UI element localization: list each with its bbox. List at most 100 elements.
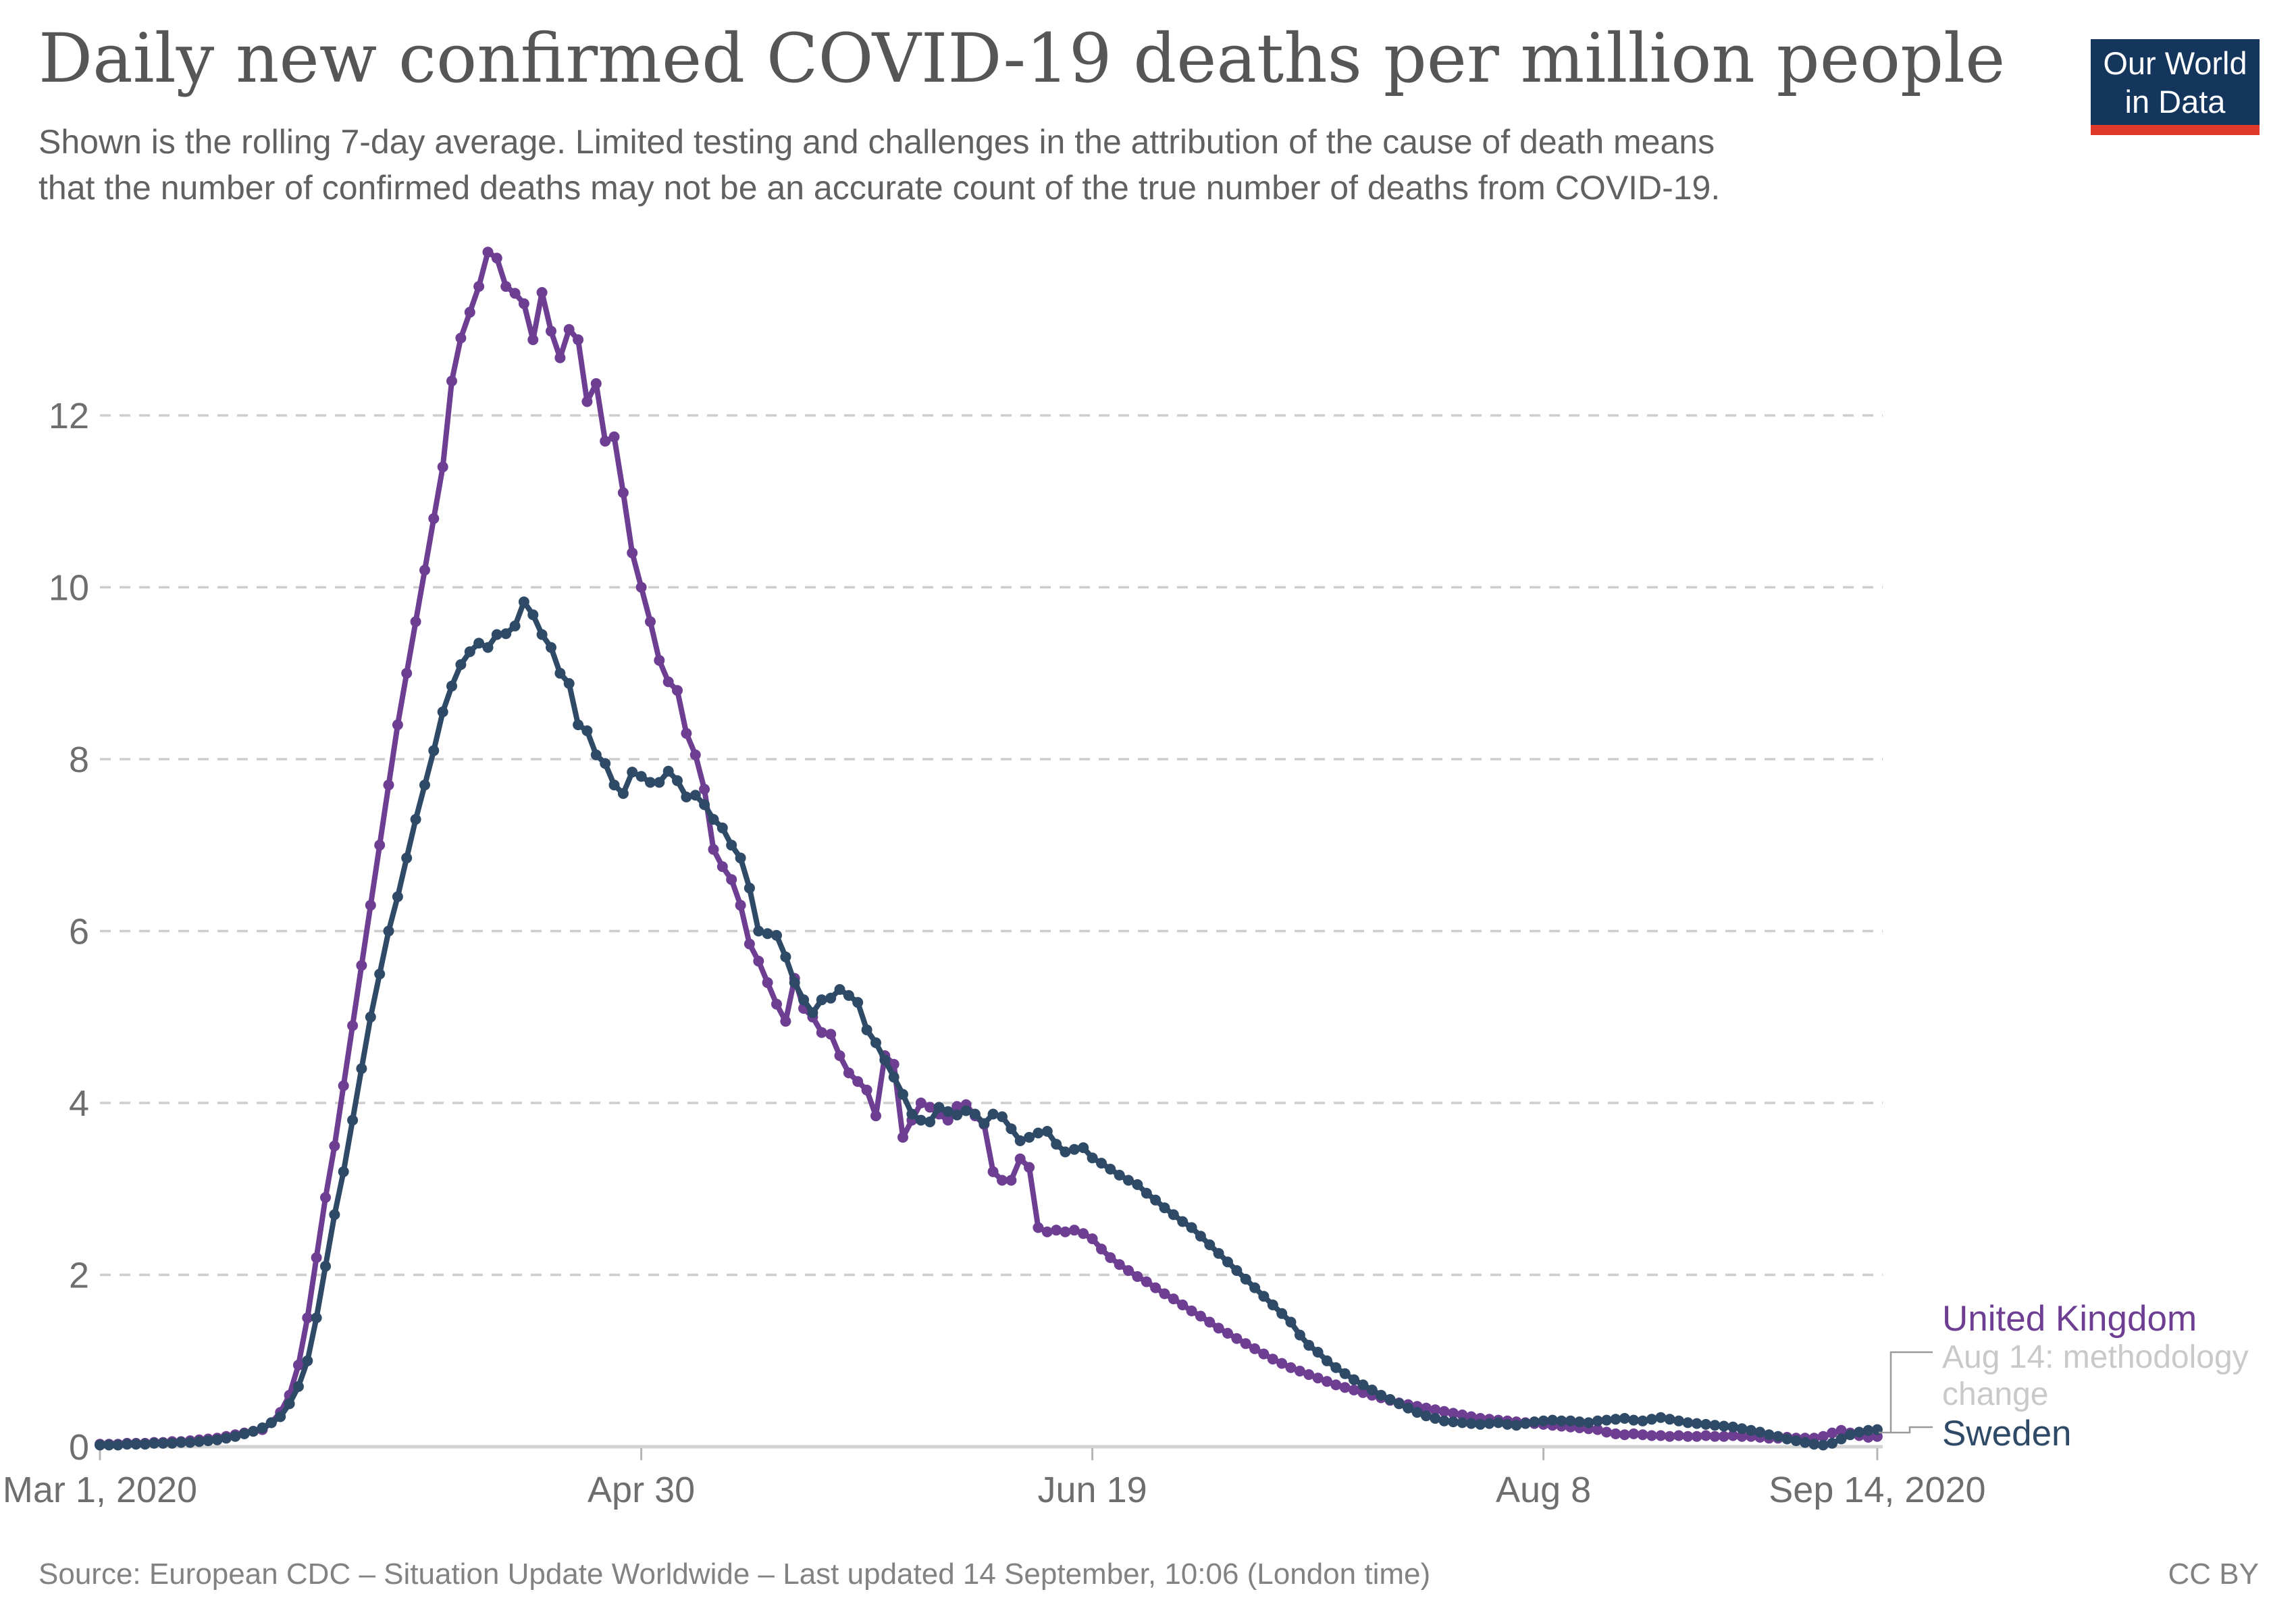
sweden-point[interactable] bbox=[681, 792, 692, 802]
sweden-point[interactable] bbox=[1502, 1418, 1513, 1430]
sweden-point[interactable] bbox=[672, 775, 683, 786]
united-kingdom-point[interactable] bbox=[1592, 1424, 1603, 1435]
united-kingdom-point[interactable] bbox=[1357, 1387, 1369, 1398]
sweden-point[interactable] bbox=[518, 596, 529, 608]
sweden-point[interactable] bbox=[1664, 1414, 1675, 1425]
united-kingdom-point[interactable] bbox=[491, 253, 502, 264]
sweden-point[interactable] bbox=[1691, 1418, 1702, 1429]
sweden-point[interactable] bbox=[600, 758, 611, 769]
united-kingdom-point[interactable] bbox=[1682, 1431, 1694, 1442]
sweden-point[interactable] bbox=[464, 646, 475, 657]
sweden-point[interactable] bbox=[1141, 1187, 1152, 1199]
united-kingdom-point[interactable] bbox=[1258, 1348, 1270, 1360]
united-kingdom-point[interactable] bbox=[1835, 1424, 1847, 1436]
sweden-point[interactable] bbox=[95, 1439, 105, 1451]
sweden-point[interactable] bbox=[960, 1105, 972, 1116]
united-kingdom-point[interactable] bbox=[1736, 1431, 1748, 1442]
sweden-point[interactable] bbox=[1024, 1131, 1035, 1143]
sweden-point[interactable] bbox=[1303, 1339, 1315, 1351]
legend-item-sweden[interactable]: Sweden bbox=[1942, 1414, 2072, 1453]
united-kingdom-point[interactable] bbox=[997, 1175, 1008, 1186]
united-kingdom-point[interactable] bbox=[1457, 1409, 1468, 1420]
sweden-point[interactable] bbox=[1628, 1414, 1640, 1426]
sweden-point[interactable] bbox=[284, 1398, 295, 1410]
sweden-point[interactable] bbox=[1790, 1435, 1802, 1447]
sweden-point[interactable] bbox=[1349, 1374, 1359, 1385]
sweden-point[interactable] bbox=[1763, 1429, 1775, 1441]
sweden-point[interactable] bbox=[1574, 1416, 1585, 1428]
sweden-point[interactable] bbox=[1457, 1417, 1468, 1429]
united-kingdom-point[interactable] bbox=[1276, 1358, 1288, 1369]
united-kingdom-point[interactable] bbox=[464, 307, 475, 318]
united-kingdom-point[interactable] bbox=[446, 376, 457, 387]
united-kingdom-point[interactable] bbox=[1186, 1305, 1197, 1316]
sweden-point[interactable] bbox=[897, 1089, 908, 1100]
united-kingdom-point[interactable] bbox=[1655, 1430, 1667, 1441]
sweden-point[interactable] bbox=[1276, 1308, 1288, 1319]
united-kingdom-point[interactable] bbox=[590, 378, 602, 389]
sweden-point[interactable] bbox=[1312, 1347, 1324, 1358]
sweden-point[interactable] bbox=[753, 925, 764, 937]
united-kingdom-point[interactable] bbox=[1700, 1430, 1712, 1441]
sweden-point[interactable] bbox=[1718, 1420, 1729, 1432]
united-kingdom-point[interactable] bbox=[1204, 1316, 1216, 1328]
sweden-point[interactable] bbox=[1041, 1126, 1053, 1137]
sweden-point[interactable] bbox=[157, 1437, 169, 1449]
sweden-point[interactable] bbox=[997, 1111, 1008, 1123]
sweden-point[interactable] bbox=[536, 629, 548, 640]
sweden-point[interactable] bbox=[573, 719, 584, 731]
sweden-point[interactable] bbox=[879, 1054, 891, 1066]
sweden-point[interactable] bbox=[1357, 1379, 1369, 1391]
sweden-point[interactable] bbox=[1736, 1423, 1748, 1435]
sweden-point[interactable] bbox=[482, 642, 494, 653]
united-kingdom-point[interactable] bbox=[1637, 1429, 1648, 1441]
united-kingdom-point[interactable] bbox=[1330, 1379, 1342, 1391]
sweden-point[interactable] bbox=[1808, 1439, 1820, 1450]
united-kingdom-point[interactable] bbox=[338, 1080, 349, 1091]
united-kingdom-point[interactable] bbox=[1006, 1175, 1017, 1186]
united-kingdom-point[interactable] bbox=[942, 1114, 954, 1126]
sweden-point[interactable] bbox=[1068, 1143, 1080, 1155]
sweden-point[interactable] bbox=[1800, 1437, 1810, 1448]
sweden-point[interactable] bbox=[419, 779, 430, 791]
sweden-point[interactable] bbox=[654, 777, 665, 788]
sweden-point[interactable] bbox=[1132, 1179, 1143, 1190]
united-kingdom-point[interactable] bbox=[1222, 1328, 1233, 1339]
sweden-point[interactable] bbox=[608, 779, 620, 791]
sweden-point[interactable] bbox=[834, 984, 845, 995]
sweden-point[interactable] bbox=[689, 790, 701, 801]
sweden-point[interactable] bbox=[338, 1166, 349, 1177]
sweden-point[interactable] bbox=[987, 1108, 999, 1120]
sweden-point[interactable] bbox=[1087, 1152, 1098, 1164]
sweden-point[interactable] bbox=[374, 969, 386, 980]
sweden-point[interactable] bbox=[924, 1116, 936, 1127]
sweden-point[interactable] bbox=[1465, 1418, 1477, 1429]
united-kingdom-point[interactable] bbox=[843, 1067, 854, 1079]
sweden-point[interactable] bbox=[1033, 1127, 1044, 1139]
sweden-point[interactable] bbox=[1781, 1433, 1793, 1445]
license-link[interactable]: CC BY bbox=[2168, 1558, 2259, 1591]
sweden-point[interactable] bbox=[1177, 1216, 1189, 1227]
sweden-point[interactable] bbox=[1754, 1426, 1766, 1438]
united-kingdom-point[interactable] bbox=[1195, 1310, 1206, 1322]
sweden-point[interactable] bbox=[1835, 1433, 1847, 1445]
sweden-point[interactable] bbox=[554, 667, 566, 679]
united-kingdom-point[interactable] bbox=[825, 1029, 837, 1040]
united-kingdom-point[interactable] bbox=[1619, 1429, 1630, 1441]
united-kingdom-point[interactable] bbox=[645, 616, 656, 627]
united-kingdom-point[interactable] bbox=[1420, 1402, 1432, 1414]
sweden-point[interactable] bbox=[716, 822, 728, 833]
united-kingdom-point[interactable] bbox=[681, 727, 692, 739]
sweden-point[interactable] bbox=[166, 1437, 178, 1449]
sweden-point[interactable] bbox=[1817, 1439, 1829, 1451]
sweden-point[interactable] bbox=[1330, 1362, 1342, 1373]
sweden-point[interactable] bbox=[617, 788, 629, 799]
sweden-point[interactable] bbox=[942, 1106, 954, 1117]
sweden-point[interactable] bbox=[1014, 1135, 1026, 1146]
sweden-point[interactable] bbox=[1285, 1316, 1297, 1328]
sweden-point[interactable] bbox=[265, 1417, 277, 1429]
sweden-point[interactable] bbox=[1204, 1239, 1216, 1250]
united-kingdom-point[interactable] bbox=[1817, 1431, 1829, 1442]
sweden-point[interactable] bbox=[1186, 1222, 1197, 1233]
united-kingdom-point[interactable] bbox=[1141, 1276, 1152, 1287]
